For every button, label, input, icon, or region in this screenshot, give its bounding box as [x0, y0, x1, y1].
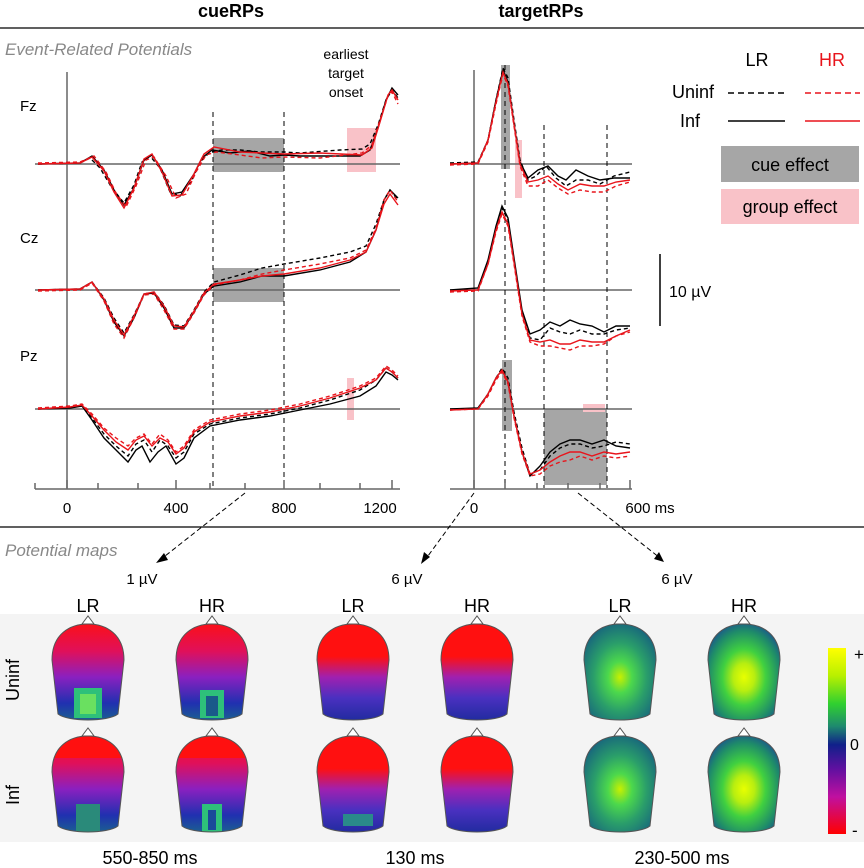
map-arrowheads [156, 552, 664, 564]
cue-tick-1200: 1200 [363, 500, 396, 517]
head-late-hr-uninf [707, 615, 781, 721]
legend-inf: Inf [680, 111, 701, 131]
cue-tick-400: 400 [163, 500, 188, 517]
target-cue-effect-fz [501, 65, 510, 169]
head-target-lr-inf [316, 727, 390, 833]
section-maps-label: Potential maps [5, 541, 118, 560]
legend-hr: HR [819, 50, 845, 70]
map-row-uninf: Uninf [3, 658, 23, 701]
cue-traces-fz [37, 86, 399, 210]
map-group-5: LR [608, 596, 631, 616]
target-traces-cz [449, 204, 631, 351]
target-tick-0: 0 [470, 500, 478, 517]
head-cue-hr-inf [175, 727, 249, 833]
group-effect-fz [347, 128, 376, 172]
cue-traces-pz [37, 365, 399, 466]
cue-ticks [34, 480, 393, 489]
legend-cue-effect-swatch [721, 146, 859, 182]
map-group-3: LR [341, 596, 364, 616]
earliest-onset-line2: target [328, 65, 364, 81]
target-group-effect-pz [583, 404, 605, 412]
earliest-onset-line3: onset [329, 84, 363, 100]
head-target-lr-uninf [316, 615, 390, 721]
colorbar [828, 648, 846, 834]
map-group-6: HR [731, 596, 757, 616]
cue-effect-fz [213, 138, 284, 172]
legend: LR HR Uninf Inf cue effect group effect [672, 50, 860, 224]
legend-lr: LR [745, 50, 768, 70]
head-late-lr-uninf [583, 615, 657, 721]
target-cue-effect-pz-early [502, 360, 512, 431]
target-traces-pz [449, 366, 631, 478]
section-erp-label: Event-Related Potentials [5, 40, 193, 59]
legend-group-effect-swatch [721, 189, 859, 224]
head-late-hr-inf [707, 727, 781, 833]
electrode-pz: Pz [20, 348, 38, 365]
map-scale-3: 6 µV [661, 571, 692, 588]
cue-tick-0: 0 [63, 500, 71, 517]
electrode-fz: Fz [20, 98, 37, 115]
map-group-2: HR [199, 596, 225, 616]
map-window-1: 550-850 ms [102, 848, 197, 868]
map-group-4: HR [464, 596, 490, 616]
target-ticks [473, 480, 631, 489]
earliest-onset-line1: earliest [323, 46, 368, 62]
head-cue-lr-inf [51, 727, 125, 833]
head-target-hr-inf [440, 727, 514, 833]
map-row-inf: Inf [3, 784, 23, 805]
map-window-2: 130 ms [385, 848, 444, 868]
map-window-3: 230-500 ms [634, 848, 729, 868]
cue-title: cueRPs [198, 1, 264, 21]
head-cue-hr-uninf [175, 615, 249, 721]
legend-cue-effect: cue effect [751, 155, 829, 175]
map-scale-2: 6 µV [391, 571, 422, 588]
map-arrows [159, 492, 661, 561]
electrode-cz: Cz [20, 230, 38, 247]
colorbar-minus: - [852, 821, 858, 840]
map-group-1: LR [76, 596, 99, 616]
colorbar-plus: + [854, 645, 864, 664]
target-title: targetRPs [498, 1, 583, 21]
colorbar-zero: 0 [850, 737, 859, 754]
head-late-lr-inf [583, 727, 657, 833]
target-group-effect-fz [515, 140, 522, 198]
legend-uninf: Uninf [672, 82, 715, 102]
scale-bar-label: 10 µV [669, 284, 711, 301]
target-cue-effect-pz-late [544, 409, 607, 485]
target-traces-fz [449, 65, 631, 195]
head-target-hr-uninf [440, 615, 514, 721]
target-tick-600: 600 ms [625, 500, 674, 517]
cue-tick-800: 800 [271, 500, 296, 517]
cue-traces-cz [37, 188, 399, 340]
head-cue-lr-uninf [51, 615, 125, 721]
legend-group-effect: group effect [743, 197, 838, 217]
map-scale-1: 1 µV [126, 571, 157, 588]
